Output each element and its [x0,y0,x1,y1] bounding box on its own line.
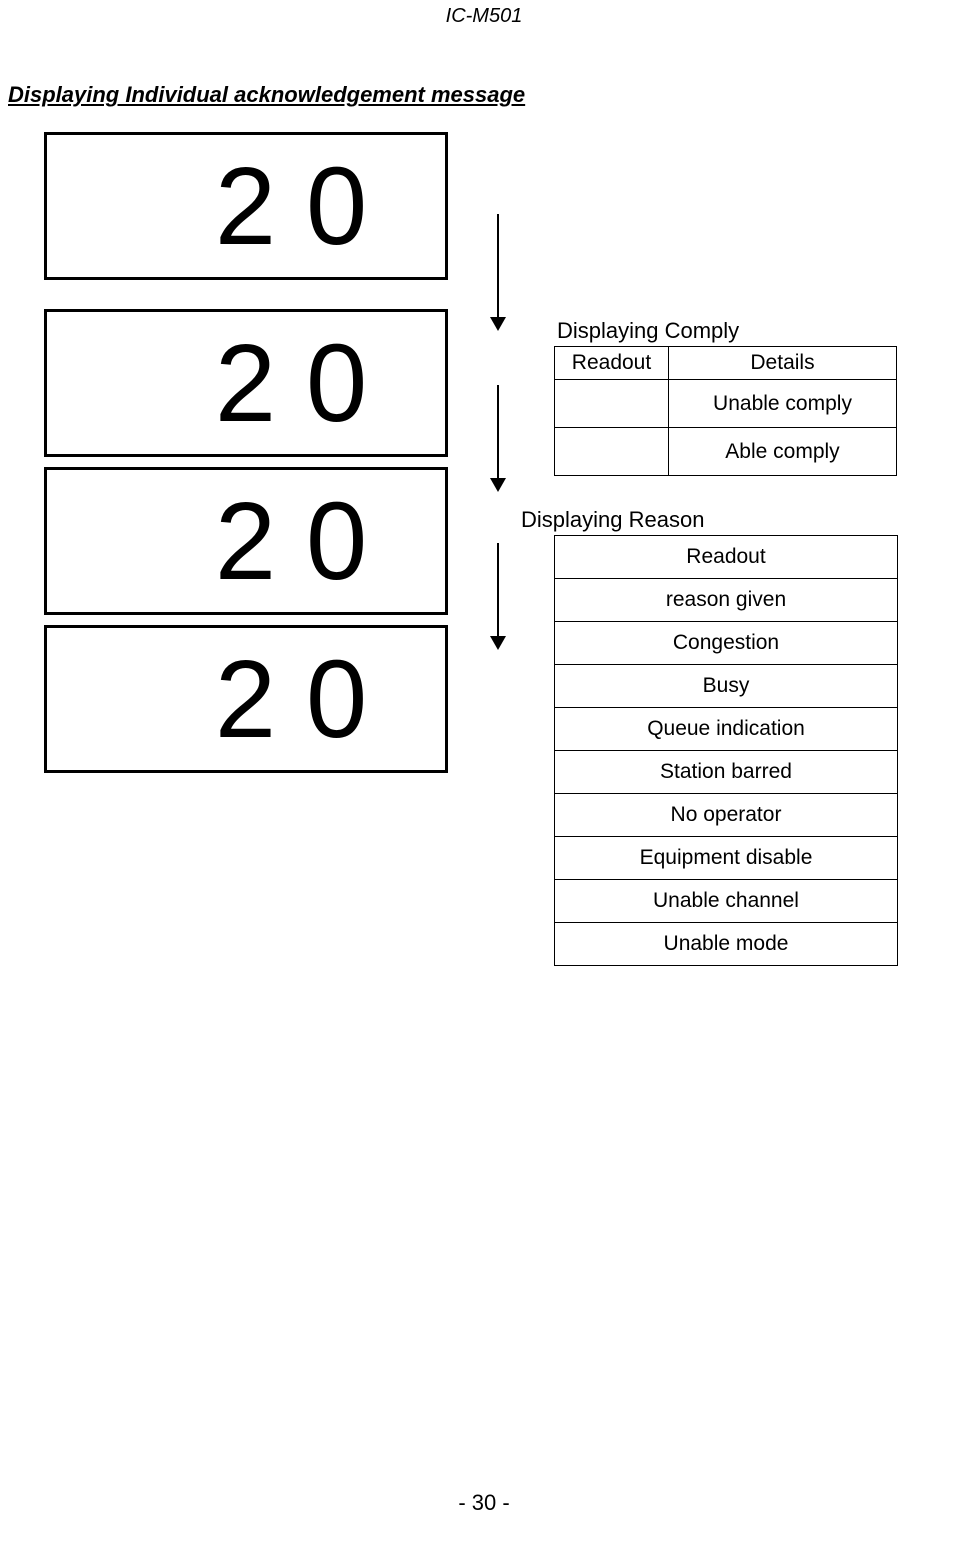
arrow-3 [497,543,499,648]
table-row: Unable mode [555,923,898,966]
comply-readout-cell [555,428,669,476]
table-row: Busy [555,665,898,708]
comply-header-details: Details [669,347,897,380]
comply-details-cell: Unable comply [669,380,897,428]
table-row: Congestion [555,622,898,665]
reason-cell: No operator [555,794,898,837]
display-value-4: 20 [95,636,397,763]
table-row: Able comply [555,428,897,476]
table-row: Equipment disable [555,837,898,880]
display-value-1: 20 [95,143,397,270]
reason-cell: Congestion [555,622,898,665]
reason-cell: Station barred [555,751,898,794]
comply-details-cell: Able comply [669,428,897,476]
table-row: Unable channel [555,880,898,923]
table-row: No operator [555,794,898,837]
reason-cell: reason given [555,579,898,622]
section-title: Displaying Individual acknowledgement me… [8,82,525,108]
reason-label: Displaying Reason [521,507,704,533]
table-row: Queue indication [555,708,898,751]
comply-header-readout: Readout [555,347,669,380]
display-box-3: 20 [44,467,448,615]
table-row: Station barred [555,751,898,794]
comply-readout-cell [555,380,669,428]
arrow-2 [497,385,499,490]
reason-table: Readout reason given Congestion Busy Que… [554,535,898,966]
reason-cell: Unable mode [555,923,898,966]
display-value-2: 20 [95,320,397,447]
display-box-1: 20 [44,132,448,280]
reason-cell: Equipment disable [555,837,898,880]
table-row: Unable comply [555,380,897,428]
reason-header: Readout [555,536,898,579]
display-value-3: 20 [95,478,397,605]
arrow-1 [497,214,499,329]
display-box-2: 20 [44,309,448,457]
comply-label: Displaying Comply [557,318,739,344]
comply-table: Readout Details Unable comply Able compl… [554,346,897,476]
reason-cell: Busy [555,665,898,708]
table-row: reason given [555,579,898,622]
reason-cell: Queue indication [555,708,898,751]
display-box-4: 20 [44,625,448,773]
header-model: IC-M501 [0,5,968,28]
page-number: - 30 - [0,1490,968,1516]
reason-cell: Unable channel [555,880,898,923]
